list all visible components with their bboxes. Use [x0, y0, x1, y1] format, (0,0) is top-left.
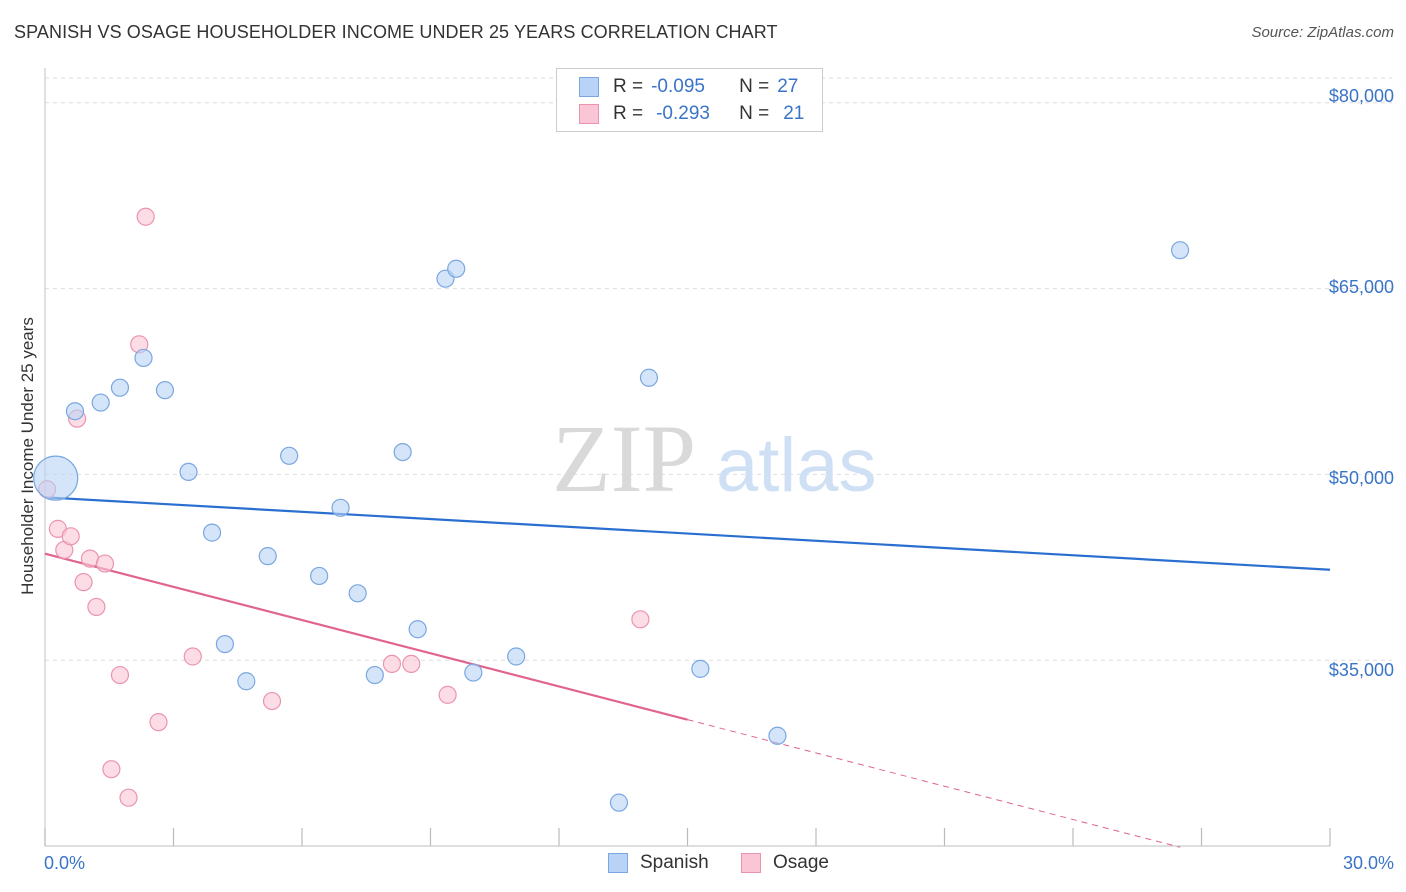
- osage-swatch: [741, 853, 761, 873]
- osage-point: [149, 713, 168, 732]
- spanish-point: [507, 647, 526, 666]
- spanish-point: [155, 381, 175, 400]
- n-label: N =: [739, 76, 770, 97]
- trend-lines: [44, 496, 1331, 848]
- y-tick-label: $80,000: [1328, 86, 1394, 106]
- spanish-point: [1170, 241, 1190, 260]
- spanish-r-value: -0.095: [651, 76, 705, 97]
- spanish-point: [110, 378, 130, 397]
- osage-point: [102, 760, 121, 779]
- spanish-point: [91, 393, 110, 412]
- legend-item-spanish[interactable]: Spanish: [608, 852, 709, 874]
- legend-row-osage: R = -0.293 N = 21: [579, 101, 804, 127]
- spanish-point: [310, 566, 329, 586]
- osage-point: [438, 685, 457, 704]
- spanish-point: [33, 455, 79, 501]
- osage-n-value: 21: [783, 103, 805, 124]
- spanish-point: [280, 446, 299, 465]
- grid-lines: [45, 77, 1392, 661]
- osage-point: [74, 573, 93, 592]
- watermark-zip: ZIP: [552, 405, 696, 512]
- spanish-point: [639, 368, 659, 387]
- watermark: ZIP atlas: [552, 405, 877, 512]
- spanish-point: [215, 634, 234, 654]
- spanish-point: [365, 665, 384, 685]
- spanish-point: [134, 348, 153, 368]
- osage-point: [262, 691, 282, 711]
- spanish-point: [447, 259, 466, 278]
- legend-row-spanish: R = -0.095 N = 27: [579, 74, 798, 100]
- legend-item-osage[interactable]: Osage: [741, 852, 829, 874]
- spanish-trend-line: [44, 496, 1331, 571]
- osage-trend-extension: [687, 719, 1181, 848]
- r-label: R =: [613, 103, 644, 124]
- osage-r-value: -0.293: [656, 103, 710, 124]
- n-label: N =: [739, 103, 770, 124]
- spanish-point: [202, 523, 222, 542]
- y-axis-label: Householder Income Under 25 years: [18, 317, 37, 595]
- r-label: R =: [613, 76, 644, 97]
- osage-point: [95, 554, 115, 573]
- osage-point: [136, 207, 155, 226]
- spanish-point: [179, 462, 198, 482]
- osage-point: [110, 665, 130, 685]
- spanish-point: [609, 793, 629, 812]
- osage-swatch: [579, 104, 599, 124]
- chart-title: SPANISH VS OSAGE HOUSEHOLDER INCOME UNDE…: [14, 22, 778, 42]
- osage-point: [631, 610, 650, 629]
- spanish-point: [691, 659, 710, 678]
- osage-point: [87, 597, 106, 617]
- spanish-point: [331, 498, 350, 517]
- x-tick-label-min: 0.0%: [44, 853, 86, 873]
- spanish-point: [65, 402, 85, 421]
- correlation-legend: R = -0.095 N = 27 R = -0.293 N = 21: [556, 68, 823, 132]
- spanish-point: [408, 620, 427, 639]
- spanish-point: [768, 726, 787, 745]
- osage-trend-line: [44, 552, 688, 721]
- y-tick-label: $35,000: [1328, 660, 1394, 680]
- spanish-swatch: [608, 853, 628, 873]
- legend-label-osage: Osage: [773, 852, 829, 873]
- osage-point: [402, 654, 421, 674]
- watermark-atlas: atlas: [716, 423, 877, 508]
- source-label: Source: ZipAtlas.com: [1251, 24, 1394, 41]
- spanish-point: [237, 672, 256, 691]
- spanish-n-value: 27: [777, 76, 799, 97]
- data-points: [33, 207, 1190, 812]
- x-tick-label-max: 30.0%: [1342, 853, 1394, 873]
- osage-point: [382, 654, 402, 674]
- spanish-point: [348, 584, 367, 603]
- y-tick-label: $50,000: [1328, 468, 1394, 488]
- spanish-point: [393, 442, 412, 462]
- spanish-point: [464, 663, 483, 682]
- osage-point: [119, 788, 138, 807]
- y-tick-label: $65,000: [1328, 277, 1394, 297]
- legend-label-spanish: Spanish: [640, 852, 709, 873]
- spanish-swatch: [579, 77, 599, 97]
- osage-point: [183, 647, 202, 666]
- spanish-point: [258, 547, 277, 566]
- osage-point: [61, 527, 80, 546]
- axes: [44, 68, 1331, 847]
